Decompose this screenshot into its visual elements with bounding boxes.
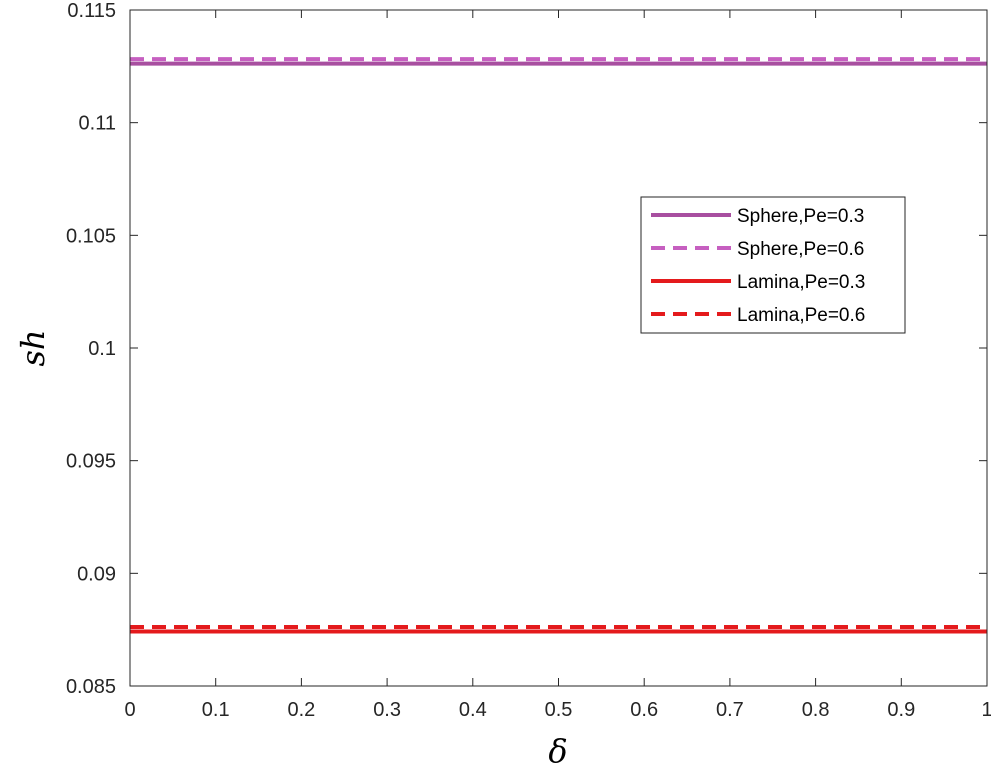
x-tick-label: 0.5 [545, 699, 573, 721]
x-tick-label: 0.2 [287, 699, 315, 721]
x-tick-label: 0.9 [887, 699, 915, 721]
legend-label-2: Sphere,Pe=0.6 [737, 239, 864, 260]
y-tick-label: 0.105 [66, 225, 116, 247]
legend-label-4: Lamina,Pe=0.6 [737, 305, 865, 326]
y-tick-label: 0.09 [77, 563, 116, 585]
x-tick-label: 0.3 [373, 699, 401, 721]
y-tick-label: 0.1 [88, 338, 116, 360]
legend-label-3: Lamina,Pe=0.3 [737, 272, 865, 293]
legend: Sphere,Pe=0.3 Sphere,Pe=0.6 Lamina,Pe=0.3 L… [640, 196, 906, 334]
y-tick-label: 0.11 [79, 113, 116, 135]
x-axis-title: δ [548, 732, 567, 770]
y-tick-label: 0.095 [66, 451, 116, 473]
x-tick-label: 0.8 [802, 699, 830, 721]
y-tick-label: 0.115 [67, 0, 116, 22]
x-tick-label: 0 [124, 699, 135, 721]
y-tick-label: 0.085 [66, 676, 116, 698]
x-tick-label: 0.4 [459, 699, 487, 721]
x-tick-label: 0.1 [202, 699, 230, 721]
x-tick-label: 1 [981, 699, 991, 721]
series-layer [130, 57, 987, 634]
ticks-layer: 0 0.1 0.2 0.3 0.4 0.5 0.6 0.7 0.8 0.9 1 0.085 0.09 0.… [66, 0, 991, 721]
legend-box [640, 196, 906, 334]
x-tick-label: 0.7 [716, 699, 744, 721]
plot-frame [129, 9, 988, 687]
plot-area [130, 10, 987, 686]
x-tick-label: 0.6 [630, 699, 658, 721]
legend-label-1: Sphere,Pe=0.3 [737, 206, 864, 227]
y-axis-title: sh [14, 329, 52, 366]
